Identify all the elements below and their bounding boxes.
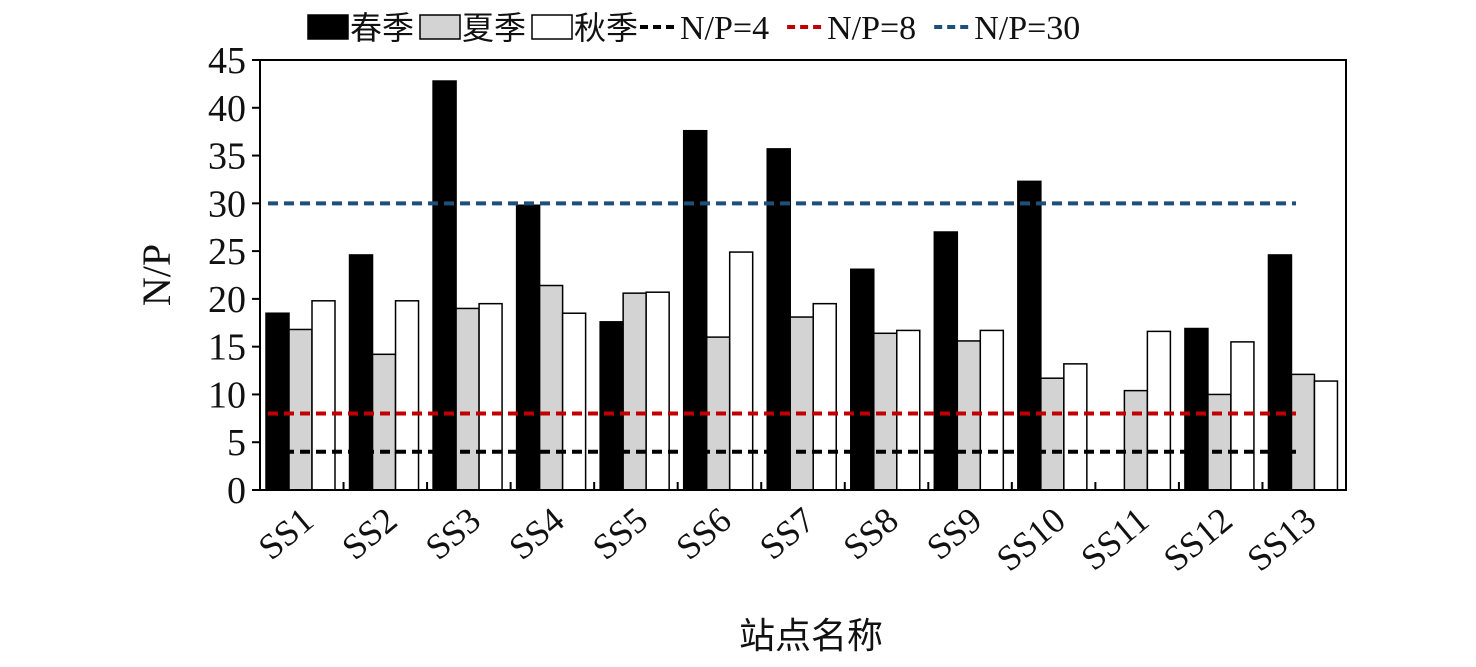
bar-ss4-series-1 — [515, 204, 541, 491]
x-tick-label: SS1 — [251, 499, 321, 567]
bar-ss8-series-3 — [896, 329, 921, 491]
x-tick-label: SS3 — [418, 499, 488, 567]
bar-ss8-series-1 — [850, 268, 875, 491]
bar-ss13-series-3 — [1313, 380, 1339, 491]
bar-ss12-series-1 — [1184, 327, 1209, 491]
x-tick-label: SS4 — [501, 499, 571, 567]
y-tick-label: 15 — [208, 327, 246, 369]
bar-ss2-series-3 — [394, 300, 420, 491]
x-axis-title: 站点名称 — [739, 616, 883, 657]
bar-ss6-series-3 — [728, 251, 754, 491]
bars — [265, 80, 1339, 491]
legend-label-reference-2: N/P=8 — [827, 10, 916, 47]
x-tick-label: SS7 — [752, 499, 822, 567]
y-tick-label: 35 — [208, 136, 246, 178]
y-axis: 0 5 10 15 20 25 30 35 40 45 — [208, 40, 260, 512]
y-axis-title: N/P — [134, 244, 179, 306]
bar-ss3-series-1 — [432, 80, 457, 491]
bar-ss1-series-3 — [311, 300, 336, 491]
bar-ss10-series-3 — [1063, 363, 1088, 491]
bar-ss12-series-2 — [1207, 393, 1232, 491]
bar-ss7-series-1 — [766, 148, 791, 491]
bar-ss9-series-3 — [979, 329, 1005, 491]
x-tick-label: SS6 — [668, 499, 738, 567]
bar-ss10-series-2 — [1040, 377, 1065, 491]
x-tick-label: SS5 — [585, 499, 655, 567]
bar-ss4-series-3 — [561, 312, 587, 491]
bar-ss7-series-2 — [789, 316, 814, 491]
bar-ss3-series-3 — [478, 302, 503, 491]
legend-label-series-1: 春季 — [350, 9, 414, 47]
bar-ss5-series-1 — [599, 321, 624, 491]
bar-ss13-series-2 — [1290, 373, 1316, 491]
legend-label-reference-1: N/P=4 — [680, 10, 769, 47]
bar-ss5-series-3 — [645, 291, 670, 491]
bar-ss6-series-1 — [682, 129, 708, 491]
bar-ss11-series-3 — [1146, 330, 1172, 491]
bar-ss12-series-3 — [1230, 341, 1255, 491]
y-tick-label: 45 — [208, 40, 246, 82]
bar-ss2-series-2 — [371, 353, 397, 491]
y-tick-label: 30 — [208, 183, 246, 225]
legend-swatch-series-1 — [307, 14, 349, 40]
y-tick-label: 20 — [208, 279, 246, 321]
x-tick-label: SS2 — [334, 499, 404, 567]
plot-frame — [259, 59, 1347, 491]
x-axis: SS1 SS2 SS3 SS4 SS5 SS6 SS7 SS8 SS9 SS10 SS11 SS12 S… — [251, 482, 1323, 579]
bar-ss10-series-1 — [1017, 180, 1042, 491]
y-tick-label: 5 — [227, 422, 246, 464]
y-tick-label: 10 — [208, 374, 246, 416]
legend-swatch-series-2 — [419, 14, 461, 40]
legend-label-series-3: 秋季 — [574, 9, 638, 47]
legend-label-reference-3: N/P=30 — [974, 10, 1080, 47]
x-tick-label: SS8 — [836, 499, 906, 567]
bar-ss11-series-2 — [1123, 389, 1149, 491]
x-tick-label: SS9 — [919, 499, 989, 567]
bar-ss5-series-2 — [622, 292, 647, 491]
bar-ss2-series-1 — [348, 254, 374, 491]
y-tick-label: 0 — [227, 470, 246, 512]
reference-lines — [268, 201, 1296, 454]
legend-swatch-series-3 — [531, 14, 573, 40]
bar-ss13-series-1 — [1267, 254, 1293, 491]
y-tick-label: 25 — [208, 231, 246, 273]
bar-ss7-series-3 — [812, 302, 837, 491]
x-tick-label: SS12 — [1156, 499, 1240, 579]
x-tick-label: SS13 — [1239, 499, 1323, 579]
x-tick-label: SS10 — [989, 499, 1073, 579]
y-tick-label: 40 — [208, 88, 246, 130]
x-tick-label: SS11 — [1073, 499, 1156, 578]
bar-ss4-series-2 — [538, 284, 564, 491]
bar-ss3-series-2 — [455, 307, 480, 491]
legend: 春季 夏季 秋季 N/P=4 N/P=8 N/P=30 — [307, 9, 1080, 47]
bar-ss1-series-2 — [288, 328, 313, 491]
bar-ss1-series-1 — [265, 312, 290, 491]
legend-label-series-2: 夏季 — [462, 9, 526, 47]
